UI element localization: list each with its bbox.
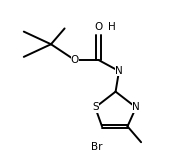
Text: H: H bbox=[108, 22, 116, 32]
Text: O: O bbox=[95, 22, 103, 32]
Text: O: O bbox=[71, 55, 79, 65]
Text: Br: Br bbox=[91, 142, 103, 152]
Text: S: S bbox=[92, 102, 98, 112]
Text: N: N bbox=[132, 102, 140, 112]
Text: N: N bbox=[115, 66, 123, 76]
